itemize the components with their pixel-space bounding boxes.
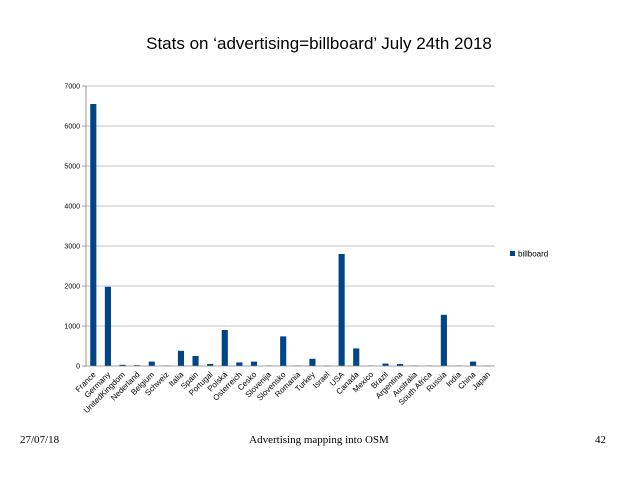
bar <box>236 362 243 366</box>
bar <box>440 314 447 366</box>
legend: billboard <box>510 250 548 259</box>
y-axis-tick-labels: 0 1000 2000 3000 4000 5000 6000 7000 <box>64 84 86 371</box>
bar <box>353 348 360 366</box>
bar <box>309 358 316 366</box>
bar <box>280 336 287 366</box>
axes <box>85 86 495 367</box>
bar <box>148 361 155 366</box>
bars <box>90 104 491 367</box>
legend-label: billboard <box>518 250 548 259</box>
y-tick-label: 2000 <box>64 284 80 291</box>
y-tick-label: 3000 <box>64 244 80 251</box>
y-tick-label: 7000 <box>64 84 80 91</box>
bar <box>104 286 111 366</box>
legend-swatch <box>510 251 515 256</box>
bar <box>90 104 97 366</box>
bar <box>119 364 126 366</box>
gridlines <box>86 85 495 327</box>
bar <box>192 356 199 366</box>
bar <box>382 363 389 366</box>
footer-title: Advertising mapping into OSM <box>249 434 389 446</box>
y-tick-label: 1000 <box>64 324 80 331</box>
slide-title: Stats on ‘advertising=billboard’ July 24… <box>146 34 492 53</box>
y-tick-label: 6000 <box>64 124 80 131</box>
y-tick-label: 5000 <box>64 164 80 171</box>
bar <box>207 364 214 366</box>
bar <box>396 364 404 366</box>
bar <box>338 254 345 366</box>
bar <box>177 350 185 366</box>
footer-page-number: 42 <box>595 434 606 446</box>
x-axis-category-labels: FranceGermanyUnitedKingdomNederlandBelgi… <box>74 370 492 416</box>
y-tick-label: 4000 <box>64 204 80 211</box>
bar <box>250 361 258 366</box>
y-tick-label: 0 <box>76 364 80 371</box>
bar <box>470 361 477 366</box>
footer-date: 27/07/18 <box>20 434 60 446</box>
bar <box>221 330 228 366</box>
